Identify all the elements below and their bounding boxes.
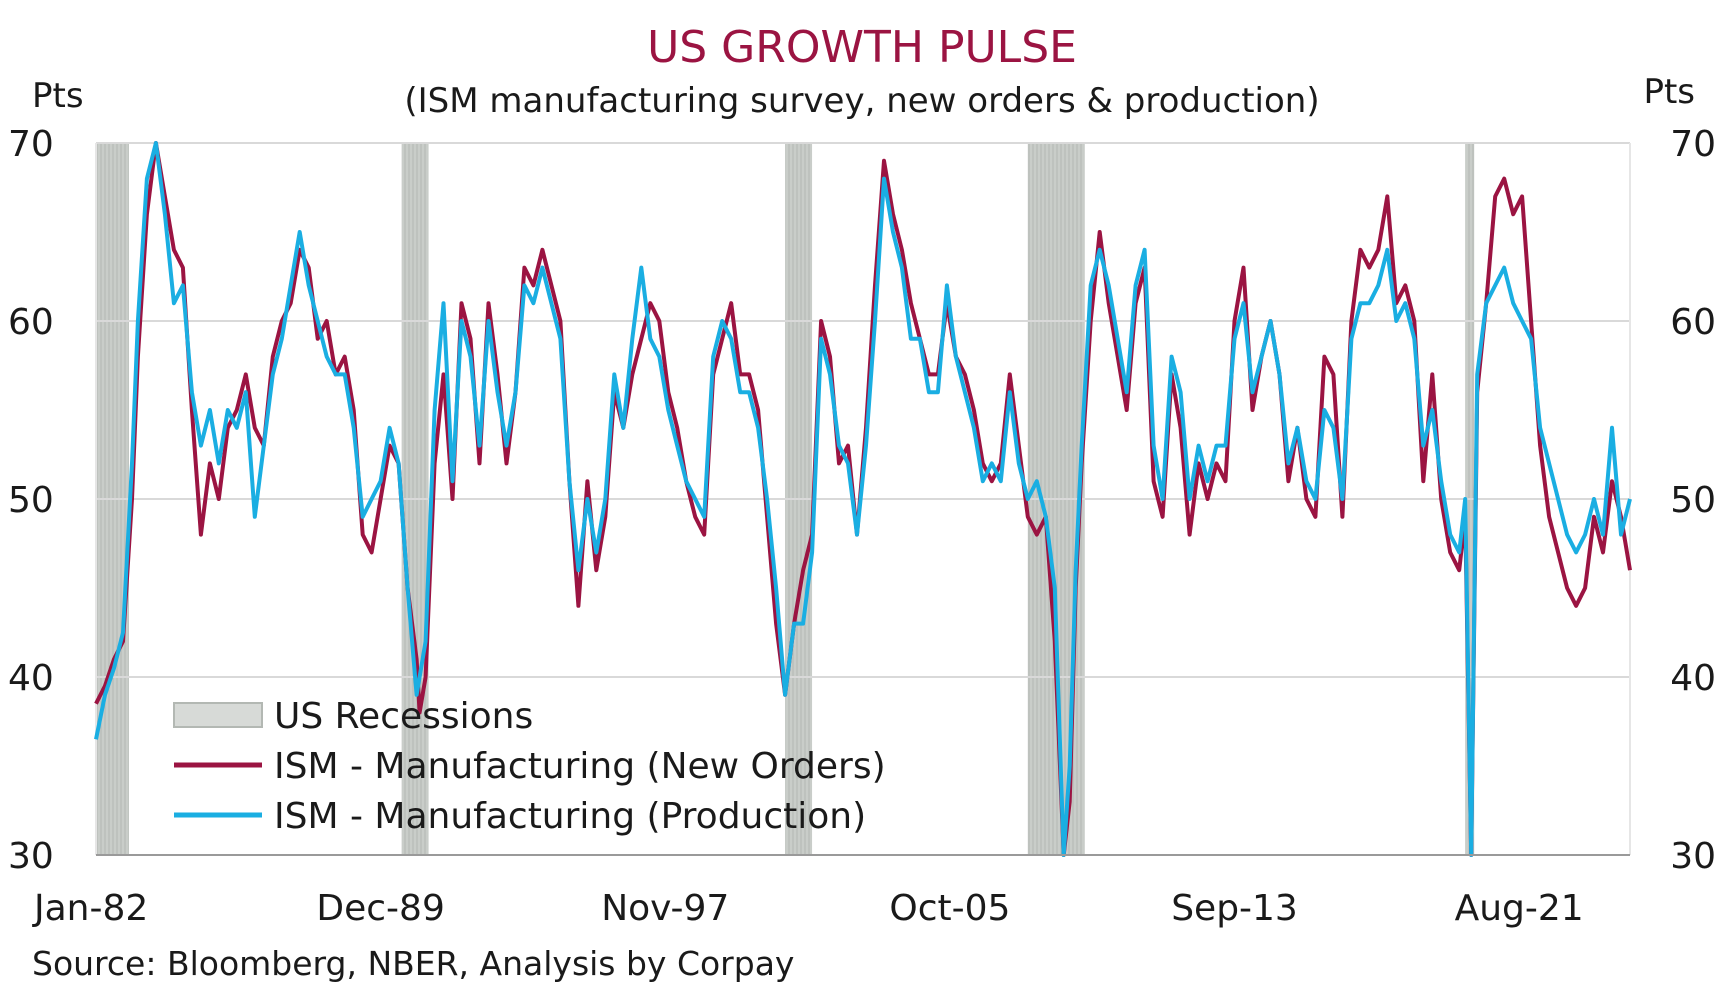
legend-label-production: ISM - Manufacturing (Production) [274,796,866,837]
axes: 70 70 60 60 50 50 40 40 30 30 Jan-82 Dec-89 Nov-97 Oc… [8,124,1716,929]
y-tick-label-left: 60 [8,302,54,343]
source-note: Source: Bloomberg, NBER, Analysis by Cor… [32,944,794,983]
y-tick-label-left: 70 [8,124,54,165]
legend-swatch-recessions [173,702,263,728]
legend: US Recessions ISM - Manufacturing (New Or… [173,696,886,837]
y-tick-label-left: 30 [8,836,54,877]
y-tick-label-left: 40 [8,658,54,699]
chart-title: US GROWTH PULSE [647,22,1077,73]
legend-label-recessions: US Recessions [274,696,533,737]
y-axis-label-left: Pts [32,76,84,116]
x-tick-label: Nov-97 [601,888,729,929]
legend-label-new-orders: ISM - Manufacturing (New Orders) [274,746,886,787]
y-tick-label-right: 40 [1670,658,1716,699]
series-lines [94,141,1632,857]
y-tick-label-left: 50 [8,480,54,521]
y-tick-label-right: 60 [1670,302,1716,343]
y-tick-label-right: 50 [1670,480,1716,521]
x-tick-label: Jan-82 [32,888,148,929]
y-axis-label-right: Pts [1643,72,1695,112]
y-tick-label-right: 30 [1670,836,1716,877]
x-tick-label: Oct-05 [889,888,1010,929]
y-tick-label-right: 70 [1670,124,1716,165]
series-line-production [94,141,1632,857]
chart-subtitle: (ISM manufacturing survey, new orders & … [404,81,1319,121]
x-tick-label: Dec-89 [316,888,444,929]
x-tick-label: Aug-21 [1455,888,1584,929]
x-tick-label: Sep-13 [1171,888,1298,929]
